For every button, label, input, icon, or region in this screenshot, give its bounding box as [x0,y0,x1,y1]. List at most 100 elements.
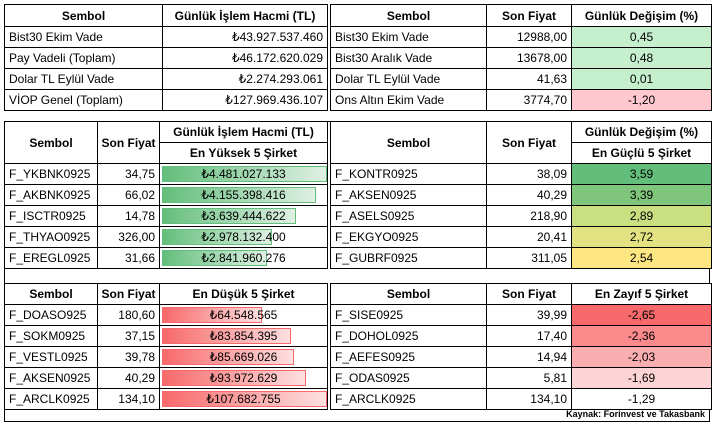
symbol-cell: F_AKSEN0925 [331,185,487,205]
table-row: Bist30 Ekim Vade ₺43.927.537.460 [5,27,327,48]
change-cell: -1,29 [572,389,711,409]
volume-cell: ₺46.172.620.029 [231,51,323,65]
price-cell: 39,99 [487,305,572,325]
symbol-cell: F_AKBNK0925 [5,185,98,205]
volume-bar-cell: ₺83.854.395 [160,326,327,346]
price-cell: 37,15 [98,326,160,346]
table-header-row: Sembol Son Fiyat En Zayıf 5 Şirket [331,284,711,305]
price-cell: 41,63 [487,69,572,89]
symbol-cell: F_THYAO0925 [5,227,98,247]
volume-bar-cell: ₺93.972.629 [160,368,327,388]
volume-cell: ₺43.927.537.460 [231,30,323,44]
col-header-volume: Günlük İşlem Hacmi (TL) [160,122,327,143]
symbol-cell: Bist30 Aralık Vade [331,48,487,68]
volume-bar [162,307,262,323]
col-header-change: Günlük Değişim (%) [572,122,711,143]
table-row: F_AKSEN0925 40,29 3,39 [331,185,711,206]
symbol-cell: F_GUBRF0925 [331,248,487,268]
symbol-cell: F_ISCTR0925 [5,206,98,226]
table-row: F_EKGYO0925 20,41 2,72 [331,227,711,248]
price-cell: 180,60 [98,305,160,325]
volume-bar [162,370,306,386]
table-row: Bist30 Ekim Vade 12988,00 0,45 [331,27,711,48]
price-cell: 14,94 [487,347,572,367]
table-row: Ons Altın Ekim Vade 3774,70 -1,20 [331,90,711,110]
symbol-cell: F_EKGYO0925 [331,227,487,247]
price-cell: 31,66 [98,248,160,268]
volume-bar [162,250,267,266]
price-cell: 311,05 [487,248,572,268]
subheader-strongest5: En Güçlü 5 Şirket [591,146,692,160]
table-row: F_AEFES0925 14,94 -2,03 [331,347,711,368]
col-header-price: Son Fiyat [487,122,572,163]
volume-bar-cell: ₺107.682.755 [160,389,327,409]
price-cell: 38,09 [487,164,572,184]
col-header-price: Son Fiyat [98,122,160,163]
price-cell: 326,00 [98,227,160,247]
table-row: F_DOASO925 180,60 ₺64.548.565 [5,305,327,326]
price-cell: 13678,00 [487,48,572,68]
weakest-table: Sembol Son Fiyat En Zayıf 5 Şirket F_SIS… [330,283,712,410]
price-cell: 40,29 [487,185,572,205]
table-row: F_VESTL0925 39,78 ₺85.669.026 [5,347,327,368]
change-cell: 0,01 [572,69,711,89]
col-header-symbol: Sembol [5,122,98,163]
symbol-cell: Pay Vadeli (Toplam) [5,48,163,68]
table-row: F_EREGL0925 31,66 ₺2.841.960.276 [5,248,327,268]
change-cell: -2,65 [572,305,711,325]
volume-value: ₺85.669.026 [209,350,278,364]
symbol-cell: Bist30 Ekim Vade [331,27,487,47]
symbol-cell: F_KONTR0925 [331,164,487,184]
volume-bar [162,208,296,224]
table-row: F_ASELS0925 218,90 2,89 [331,206,711,227]
volume-bar-cell: ₺2.978.132.400 [160,227,327,247]
symbol-cell: Dolar TL Eylül Vade [5,69,163,89]
volume-value: ₺64.548.565 [209,308,278,322]
price-cell: 17,40 [487,326,572,346]
symbol-cell: F_VESTL0925 [5,347,98,367]
symbol-cell: VİOP Genel (Toplam) [5,90,163,110]
price-cell: 5,81 [487,368,572,388]
symbol-cell: F_DOHOL0925 [331,326,487,346]
table-row: F_GUBRF0925 311,05 2,54 [331,248,711,268]
price-cell: 134,10 [98,389,160,409]
table-row: Dolar TL Eylül Vade ₺2.274.293.061 [5,69,327,90]
symbol-cell: F_AEFES0925 [331,347,487,367]
volume-bar-cell: ₺64.548.565 [160,305,327,325]
change-cell: -2,36 [572,326,711,346]
col-header-symbol: Sembol [331,5,487,26]
table-row: F_ARCLK0925 134,10 -1,29 [331,389,711,409]
price-cell: 39,78 [98,347,160,367]
index-price-table: Sembol Son Fiyat Günlük Değişim (%) Bist… [330,4,712,111]
symbol-cell: F_YKBNK0925 [5,164,98,184]
volume-value: ₺4.481.027.133 [201,167,286,181]
top-volume-table: Sembol Son Fiyat Günlük İşlem Hacmi (TL)… [4,121,328,269]
col-header-price: Son Fiyat [98,284,160,304]
change-cell: 3,59 [572,164,711,184]
table-row: F_DOHOL0925 17,40 -2,36 [331,326,711,347]
table-header-row: Sembol Son Fiyat En Düşük 5 Şirket [5,284,327,305]
volume-bar-cell: ₺85.669.026 [160,347,327,367]
symbol-cell: F_AKSEN0925 [5,368,98,388]
volume-value: ₺83.854.395 [209,329,278,343]
table-row: VİOP Genel (Toplam) ₺127.969.436.107 [5,90,327,110]
volume-value: ₺2.978.132.400 [201,230,286,244]
volume-value: ₺4.155.398.416 [201,188,286,202]
change-cell: -2,03 [572,347,711,367]
table-row: Dolar TL Eylül Vade 41,63 0,01 [331,69,711,90]
table-row: Bist30 Aralık Vade 13678,00 0,48 [331,48,711,69]
col-header-change: Günlük Değişim (%) [584,8,699,23]
col-header-volume: Günlük İşlem Hacmi (TL) [174,8,316,23]
col-header-lowest5: En Düşük 5 Şirket [192,287,295,301]
col-header-symbol: Sembol [5,5,163,26]
source-note: Kaynak: Forinvest ve Takasbank [566,409,705,419]
volume-header-group: Günlük İşlem Hacmi (TL) En Yüksek 5 Şirk… [160,122,327,163]
symbol-cell: F_EREGL0925 [5,248,98,268]
col-header-symbol: Sembol [331,284,487,304]
symbol-cell: Dolar TL Eylül Vade [331,69,487,89]
symbol-cell: F_DOASO925 [5,305,98,325]
symbol-cell: F_SISE0925 [331,305,487,325]
price-cell: 20,41 [487,227,572,247]
table-header-row: Sembol Son Fiyat Günlük Değişim (%) En G… [331,122,711,164]
table-header-row: Sembol Son Fiyat Günlük İşlem Hacmi (TL)… [5,122,327,164]
